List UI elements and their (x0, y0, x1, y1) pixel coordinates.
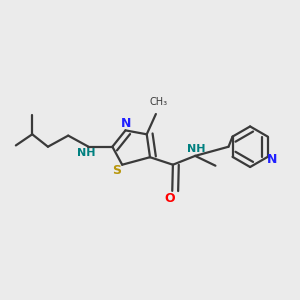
Text: NH: NH (76, 148, 95, 158)
Text: S: S (112, 164, 121, 177)
Text: N: N (121, 117, 131, 130)
Text: CH₃: CH₃ (149, 98, 168, 107)
Text: O: O (164, 192, 175, 205)
Text: NH: NH (187, 144, 205, 154)
Text: N: N (266, 153, 277, 166)
